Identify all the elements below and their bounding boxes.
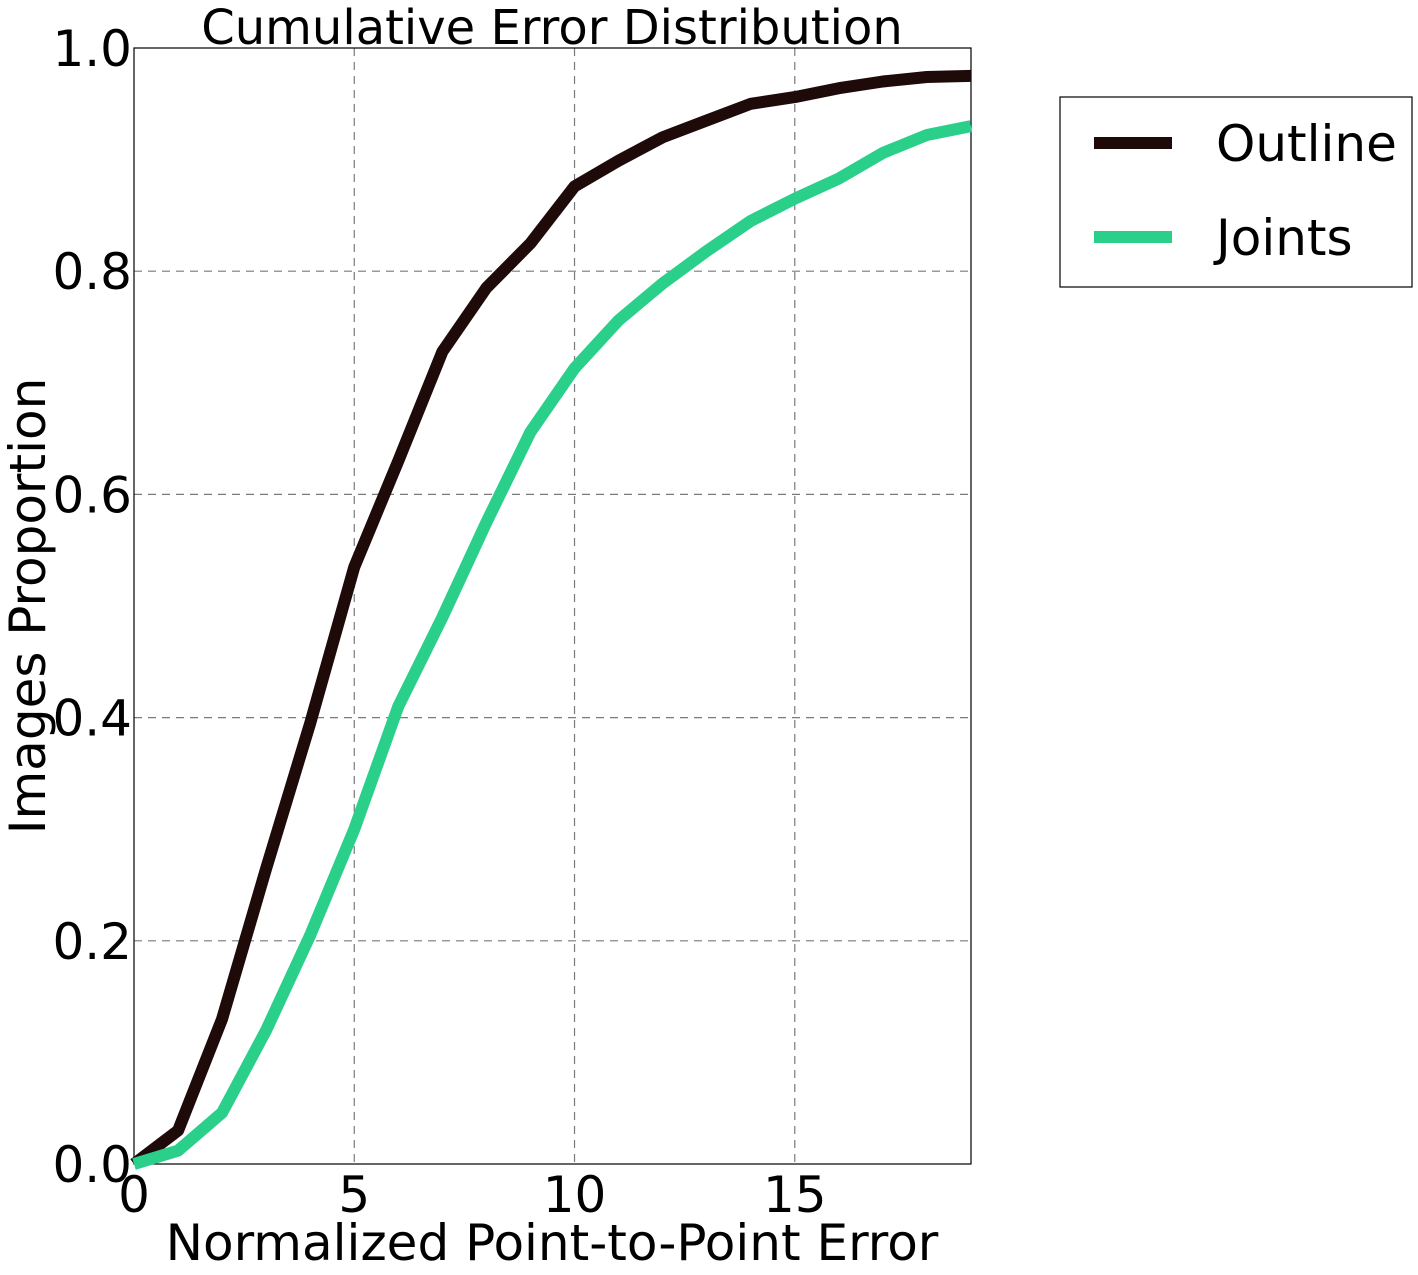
- chart-title: Cumulative Error Distribution: [201, 0, 903, 56]
- grid-lines: [134, 48, 971, 1164]
- legend-label-joints: Joints: [1213, 209, 1353, 267]
- y-tick-label: 0.4: [52, 690, 132, 748]
- x-tick-label: 10: [543, 1166, 607, 1224]
- y-tick-label: 1.0: [52, 20, 132, 78]
- series-line-outline: [130, 69, 972, 1169]
- legend-label-outline: Outline: [1216, 115, 1397, 173]
- y-axis-title: Images Proportion: [0, 378, 57, 835]
- plot-area-frame: [133, 47, 972, 1165]
- x-tick-label: 15: [763, 1166, 827, 1224]
- tick-labels: 0 5 10 15 0.0 0.2 0.4 0.6 0.8 1.0: [52, 20, 826, 1224]
- series-line-joints: [132, 120, 973, 1170]
- legend-box: [1059, 96, 1413, 288]
- series-lines: [130, 69, 973, 1170]
- y-tick-label: 0.6: [52, 466, 132, 524]
- x-axis-title: Normalized Point-to-Point Error: [166, 1214, 939, 1272]
- y-tick-label: 0.0: [52, 1136, 132, 1194]
- x-tick-label: 0: [118, 1166, 150, 1224]
- y-tick-label: 0.8: [52, 243, 132, 301]
- y-tick-label: 0.2: [52, 913, 132, 971]
- x-tick-label: 5: [338, 1166, 370, 1224]
- legend: Outline Joints: [1059, 96, 1413, 288]
